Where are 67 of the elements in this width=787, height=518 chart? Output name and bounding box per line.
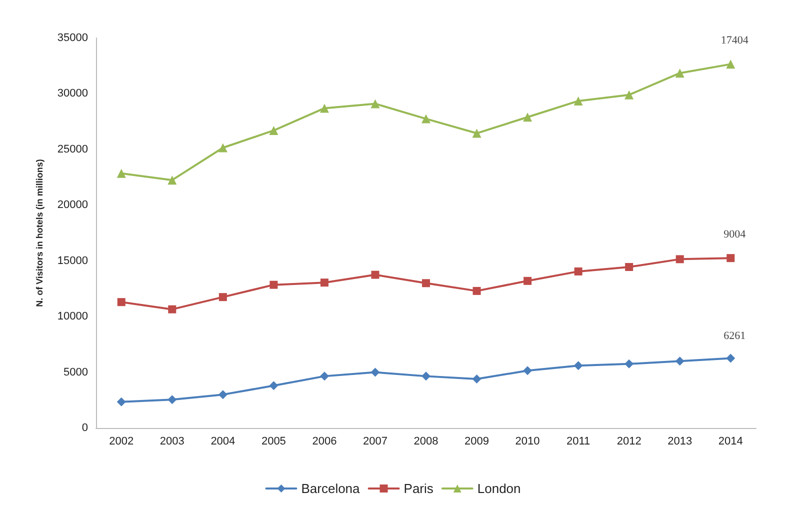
point: [472, 128, 482, 138]
x-tick-label: 2009: [464, 436, 490, 448]
point: [524, 276, 532, 285]
point: [320, 104, 329, 113]
x-tick-label: 2010: [515, 436, 540, 448]
point: [472, 286, 481, 295]
point: [116, 168, 126, 178]
x-tick-label: 2002: [109, 436, 134, 448]
point: [422, 372, 430, 381]
point: [574, 361, 583, 370]
x-tick-label: 2005: [261, 436, 286, 448]
point: [168, 305, 176, 314]
point: [625, 262, 634, 271]
x-tick-label: 2003: [160, 436, 184, 448]
x-tick-label: 2007: [362, 436, 388, 448]
legend-label: Barcelona: [301, 481, 361, 496]
annotation: 9004: [724, 228, 746, 241]
x-tick-label: 2008: [414, 436, 438, 448]
point: [624, 90, 634, 100]
point: [269, 126, 278, 135]
x-tick-label: 2012: [616, 436, 642, 448]
y-tick-label: 0: [82, 422, 88, 434]
x-tick-label: 2004: [210, 436, 236, 448]
point: [422, 114, 430, 124]
point: [116, 397, 126, 406]
y-tick-label: 15000: [57, 254, 88, 267]
point: [574, 267, 582, 276]
point: [370, 368, 380, 377]
point: [422, 279, 430, 288]
annotation: 17404: [720, 34, 749, 47]
point: [726, 254, 735, 262]
point: [523, 366, 532, 376]
point: [269, 381, 278, 390]
data-label: 6261: [724, 330, 746, 342]
point: [270, 280, 278, 289]
y-axis-title: N. of Visitors in hotels (in millions): [34, 159, 44, 307]
point: [370, 99, 380, 108]
point: [726, 60, 736, 69]
point: [168, 176, 177, 185]
legend-label: London: [477, 481, 521, 496]
y-tick-label: 35000: [57, 32, 88, 44]
y-tick-label: 30000: [57, 88, 88, 100]
y-tick-label: 20000: [57, 199, 88, 212]
point: [168, 395, 177, 404]
x-tick-label: 2006: [312, 436, 337, 448]
legend-label: Paris: [404, 481, 434, 496]
x-tick-label: 2011: [566, 436, 590, 448]
point: [371, 270, 380, 279]
y-tick-label: 10000: [57, 310, 88, 323]
x-tick-label: 2013: [668, 436, 692, 448]
point: [523, 112, 532, 122]
point: [675, 356, 684, 366]
point: [218, 293, 227, 302]
point: [117, 298, 126, 306]
point: [218, 143, 228, 152]
x-tick-label: 2014: [718, 436, 743, 448]
point: [676, 255, 684, 264]
point: [624, 359, 634, 368]
point: [218, 390, 228, 400]
point: [472, 374, 482, 384]
point: [726, 354, 736, 363]
y-tick-label: 25000: [57, 143, 88, 156]
point: [574, 96, 583, 106]
point: [675, 68, 684, 78]
point: [320, 372, 329, 381]
y-tick-label: 5000: [64, 366, 88, 378]
point: [320, 278, 328, 287]
